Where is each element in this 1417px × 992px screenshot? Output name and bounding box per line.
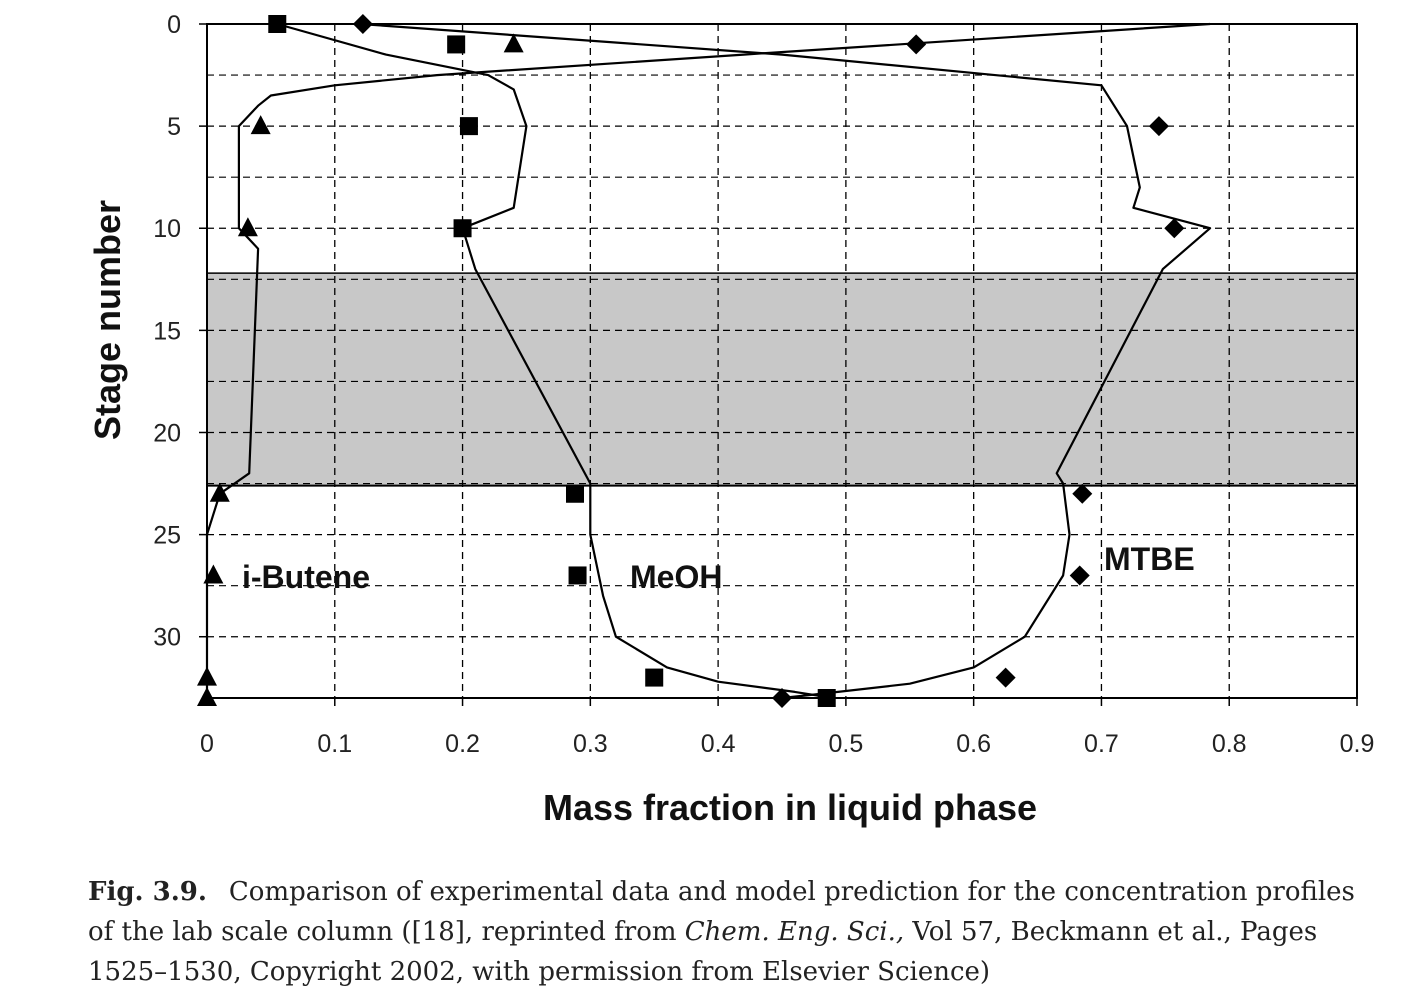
marker-square — [459, 117, 478, 136]
marker-triangle — [197, 687, 217, 706]
model-curve-diamond — [360, 22, 1212, 700]
marker-diamond — [1069, 565, 1090, 586]
caption-text: Comparison of experimental data and mode… — [88, 877, 1355, 947]
x-axis-title: Mass fraction in liquid phase — [543, 787, 1037, 828]
marker-diamond — [995, 667, 1016, 688]
marker-square — [453, 219, 472, 238]
caption-text-end: Vol 57, Beckmann et al., Pages 1525–1530… — [88, 917, 1318, 987]
marker-triangle — [197, 666, 217, 686]
x-tick-label: 0.5 — [829, 730, 864, 758]
model-curve-square — [277, 22, 834, 700]
marker-square — [447, 35, 466, 54]
x-tick-label: 0.3 — [573, 730, 608, 758]
marker-diamond — [1072, 483, 1093, 504]
y-tick-label: 30 — [153, 624, 181, 652]
marker-triangle — [203, 564, 224, 584]
y-tick-label: 10 — [153, 215, 181, 243]
x-tick-label: 0.6 — [956, 730, 991, 758]
x-tick-label: 0.7 — [1084, 730, 1119, 758]
y-tick-label: 0 — [167, 11, 181, 39]
marker-triangle — [209, 482, 230, 502]
figure-caption: Fig. 3.9. Comparison of experimental data… — [88, 872, 1388, 992]
y-axis: 0 5 10 15 20 25 30 — [153, 11, 207, 652]
y-tick-label: 20 — [153, 419, 181, 447]
marker-diamond — [1164, 218, 1185, 239]
marker-square — [568, 566, 587, 585]
marker-triangle — [503, 33, 524, 53]
series-label-ibutene: i-Butene — [242, 559, 370, 595]
marker-triangle — [237, 217, 258, 237]
y-tick-label: 15 — [153, 317, 181, 345]
caption-journal: Chem. Eng. Sci., — [684, 917, 905, 947]
series-label-meoh: MeOH — [630, 559, 722, 595]
marker-square — [268, 15, 287, 33]
x-axis: 0 0.1 0.2 0.3 0.4 0.5 0.6 0.7 0.8 0.9 — [200, 698, 1374, 758]
y-axis-title: Stage number — [87, 200, 128, 440]
marker-diamond — [1148, 116, 1169, 137]
grid — [207, 24, 1357, 698]
marker-square — [817, 689, 836, 707]
y-tick-label: 25 — [153, 522, 181, 550]
marker-diamond — [772, 688, 792, 708]
x-tick-label: 0.1 — [317, 730, 352, 758]
x-tick-label: 0.2 — [445, 730, 480, 758]
marker-triangle — [250, 115, 271, 135]
series-label-mtbe: MTBE — [1104, 541, 1195, 577]
x-tick-label: 0.4 — [701, 730, 736, 758]
shaded-band — [207, 273, 1357, 486]
marker-square — [566, 484, 584, 503]
figure-label: Fig. 3.9. — [88, 877, 207, 907]
data-markers — [197, 14, 1185, 708]
chart: 0 0.1 0.2 0.3 0.4 0.5 0.6 0.7 0.8 0.9 0 5 10 15 20 25 3… — [87, 11, 1374, 828]
y-tick-label: 5 — [167, 113, 181, 141]
marker-diamond — [352, 14, 373, 34]
x-tick-label: 0.8 — [1212, 730, 1247, 758]
marker-square — [645, 668, 664, 687]
x-tick-label: 0 — [200, 730, 214, 758]
x-tick-label: 0.9 — [1340, 730, 1375, 758]
marker-diamond — [906, 34, 927, 55]
